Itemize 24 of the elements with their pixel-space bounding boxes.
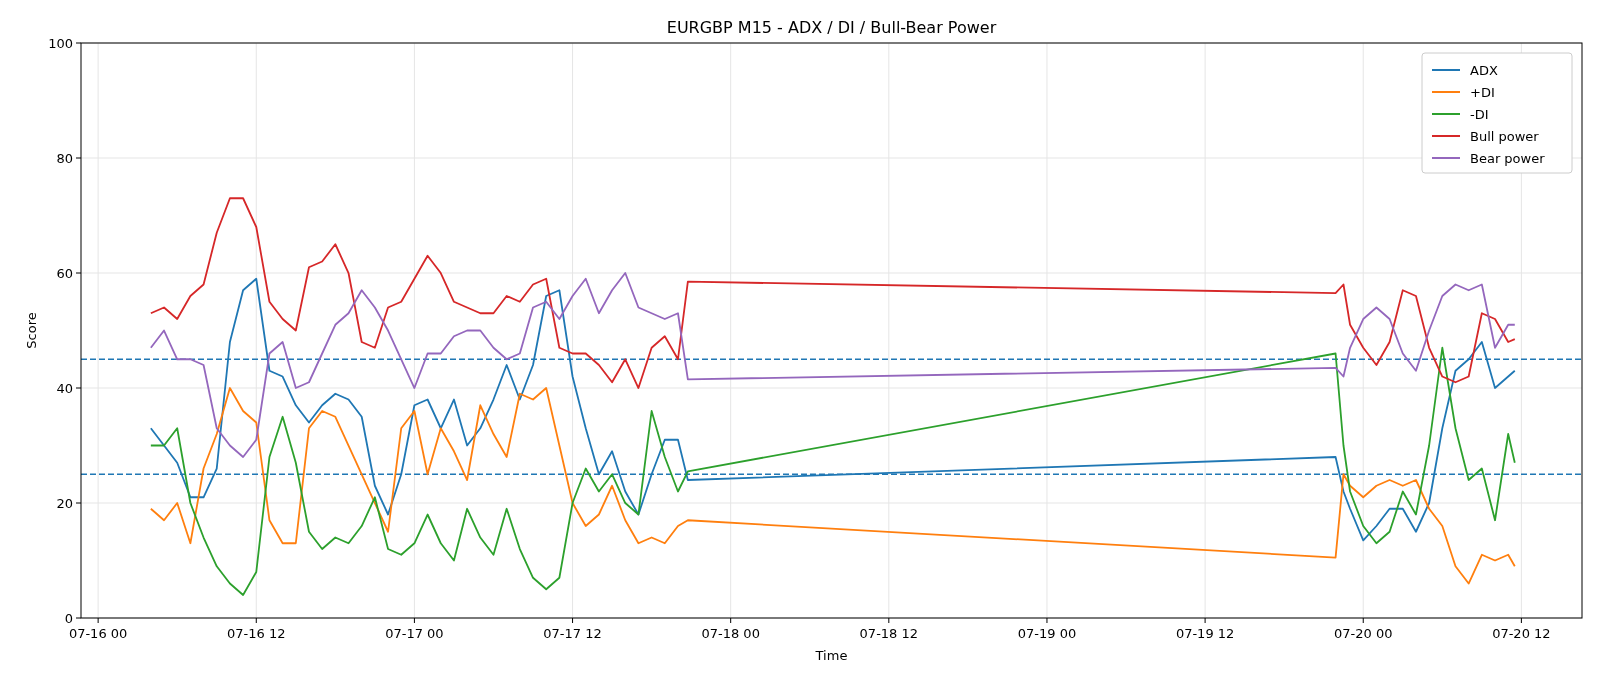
chart-title: EURGBP M15 - ADX / DI / Bull-Bear Power <box>666 18 997 37</box>
x-tick-label: 07-16 00 <box>68 626 128 641</box>
y-tick-label: 20 <box>56 495 73 511</box>
x-tick-label: 07-19 00 <box>1017 626 1077 641</box>
legend-label: +DI <box>1470 85 1495 100</box>
x-axis-title: Time <box>814 648 848 663</box>
y-tick-label: 80 <box>56 150 73 166</box>
legend-label: Bull power <box>1470 129 1540 144</box>
legend-label: ADX <box>1470 63 1498 78</box>
x-tick-label: 07-19 12 <box>1175 626 1235 641</box>
x-tick-label: 07-16 12 <box>227 626 286 641</box>
x-tick-label: 07-18 00 <box>701 626 760 641</box>
x-tick-label: 07-17 12 <box>543 626 602 641</box>
y-tick-label: 100 <box>48 35 73 51</box>
x-tick-label: 07-17 00 <box>385 626 444 641</box>
y-axis-title: Score <box>24 312 39 349</box>
y-tick-label: 0 <box>64 610 73 626</box>
y-tick-label: 40 <box>56 380 73 396</box>
legend-label: Bear power <box>1470 151 1546 166</box>
x-tick-label: 07-20 12 <box>1492 626 1551 641</box>
x-tick-label: 07-18 12 <box>859 626 919 641</box>
y-tick-label: 60 <box>56 265 73 281</box>
x-tick-label: 07-20 00 <box>1334 626 1393 641</box>
legend-label: -DI <box>1470 107 1489 122</box>
